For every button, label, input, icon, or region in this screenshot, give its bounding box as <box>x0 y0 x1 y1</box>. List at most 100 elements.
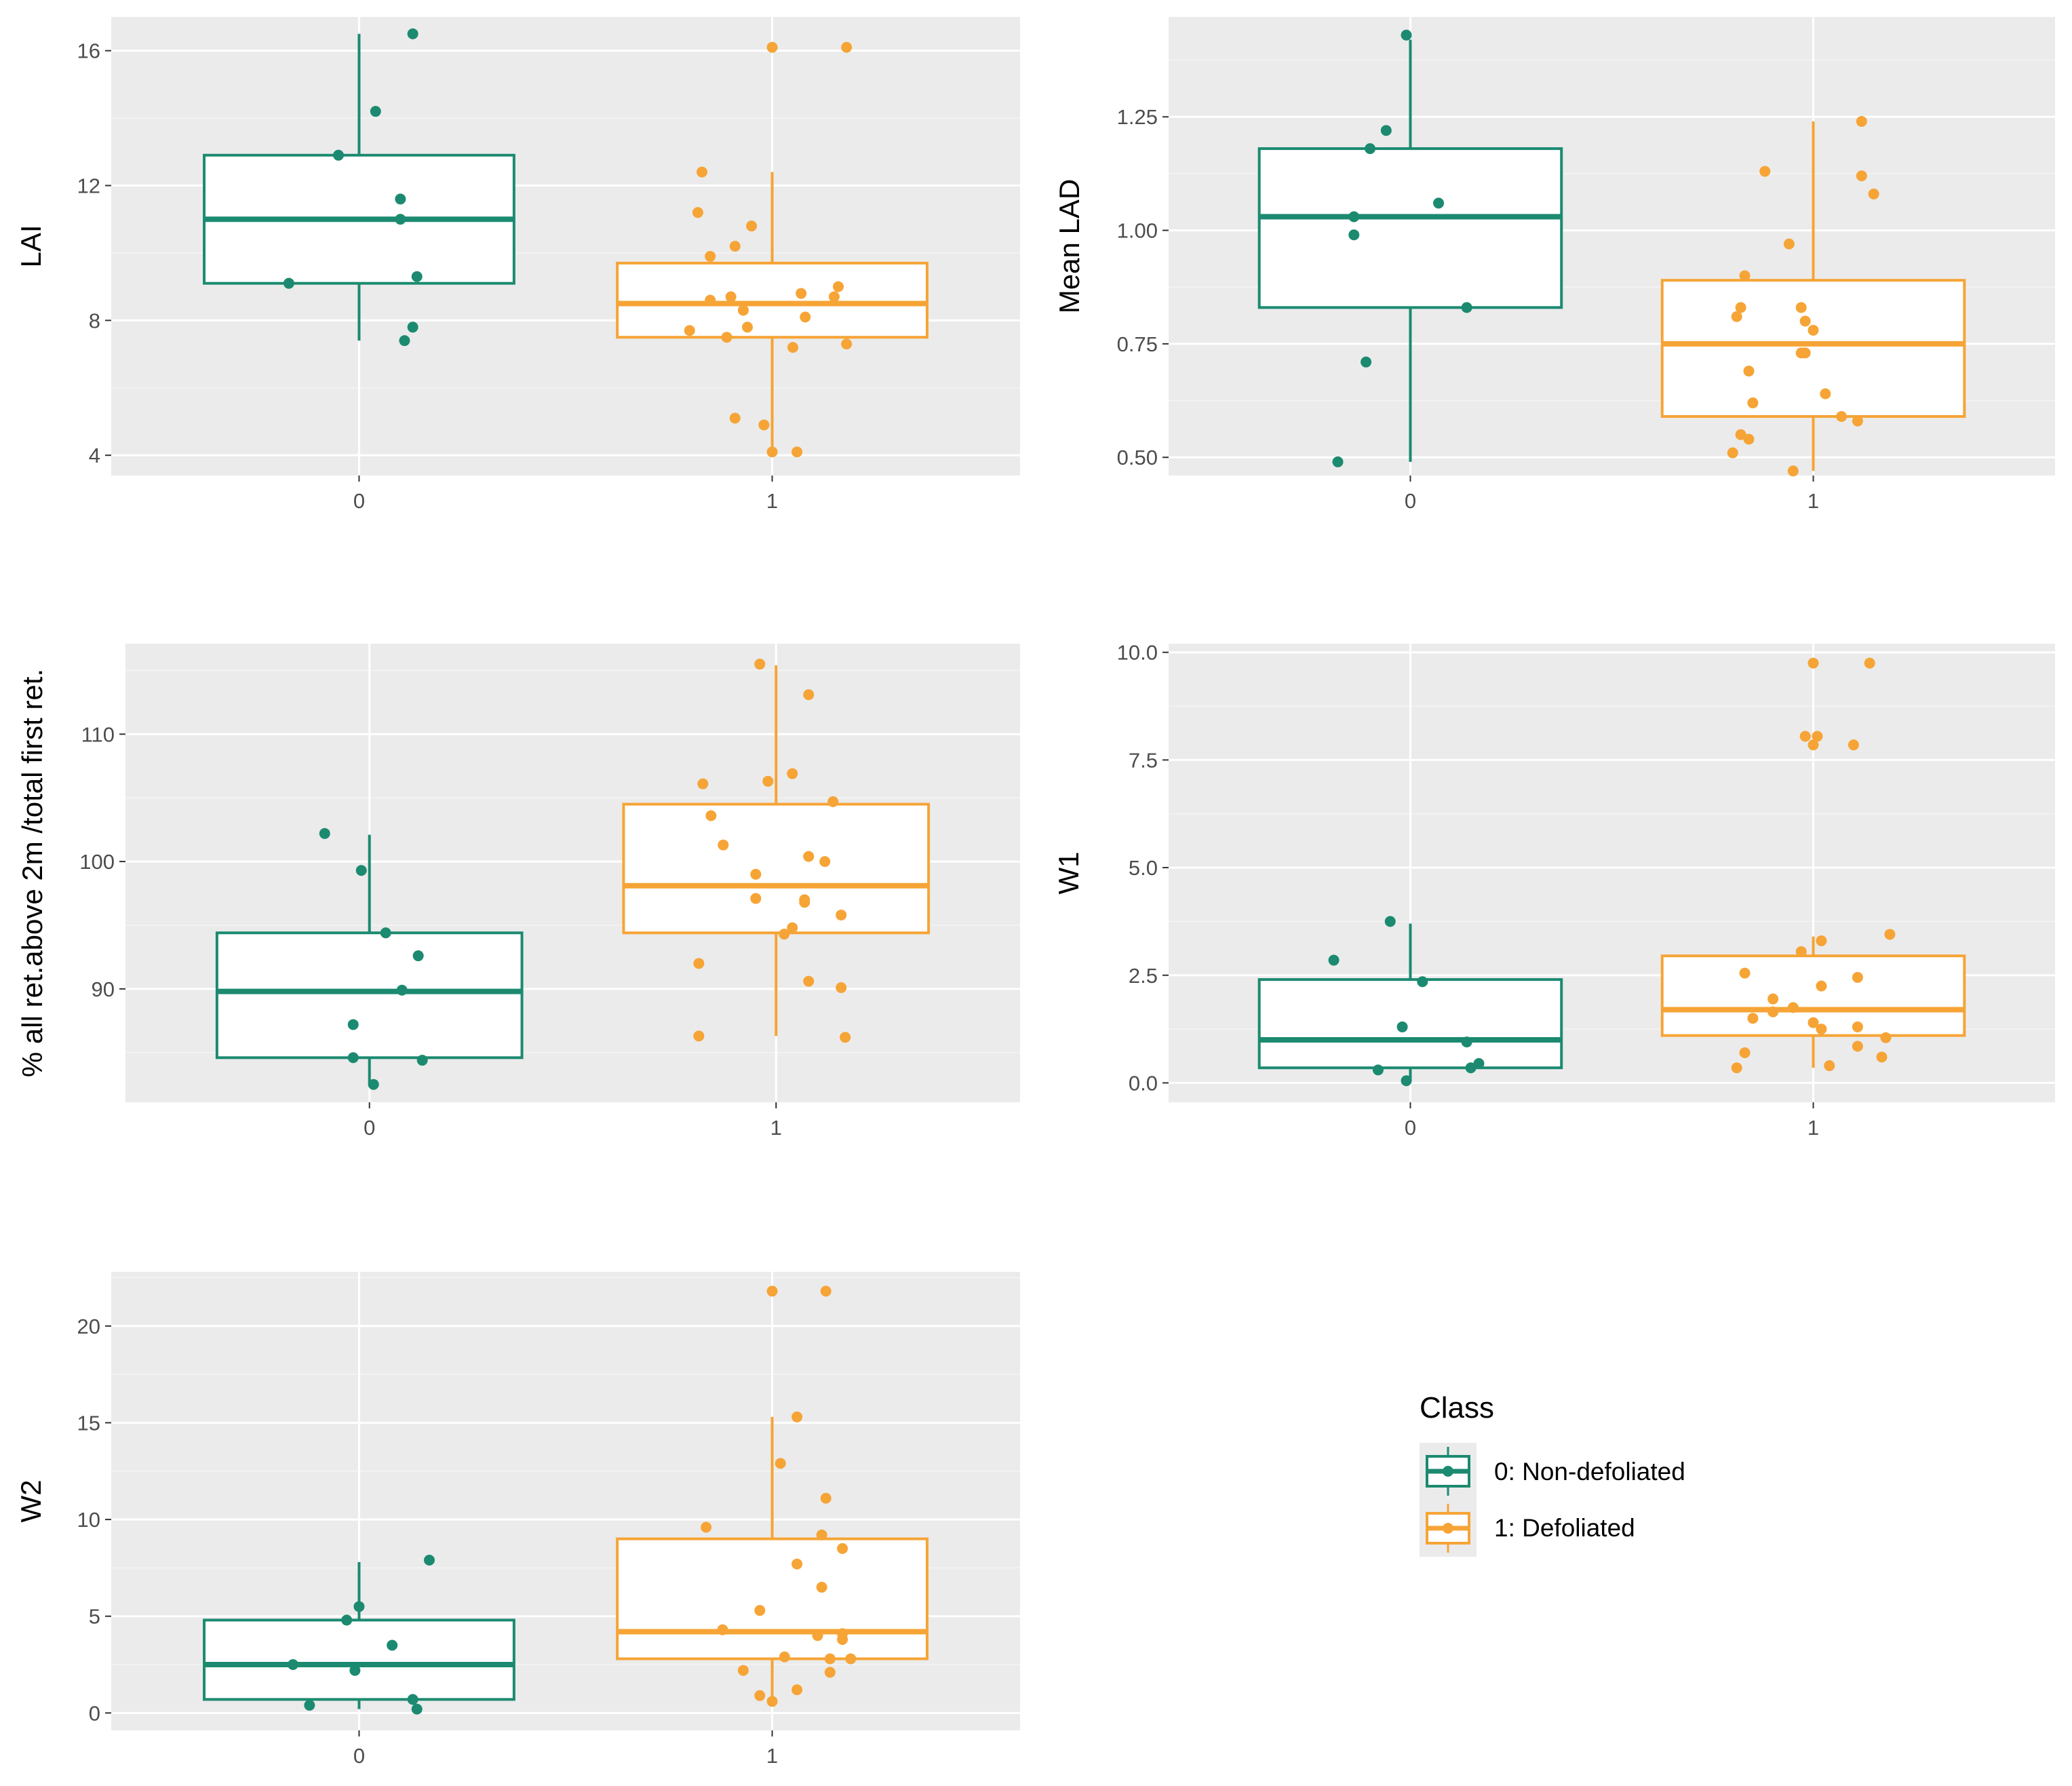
data-point-group-1 <box>1767 993 1779 1005</box>
data-point-group-1 <box>837 1542 848 1554</box>
data-point-group-1 <box>803 689 815 701</box>
data-point-group-1 <box>1852 971 1863 983</box>
data-point-group-1 <box>775 1458 786 1469</box>
data-point-group-1 <box>1812 731 1823 742</box>
data-point-group-1 <box>820 1285 832 1297</box>
data-point-group-0 <box>396 984 408 996</box>
data-point-group-0 <box>368 1079 379 1090</box>
data-point-group-0 <box>416 1055 428 1066</box>
data-point-group-1 <box>1856 115 1867 127</box>
data-point-group-1 <box>1807 1017 1819 1028</box>
y-axis-title: W1 <box>1053 852 1084 895</box>
data-point-group-1 <box>1876 1051 1888 1063</box>
data-point-group-1 <box>1880 1032 1892 1043</box>
data-point-group-0 <box>1365 143 1376 155</box>
boxplot-group-0 <box>1257 39 1563 462</box>
box-iqr <box>1257 978 1563 1070</box>
box-iqr <box>616 1537 929 1661</box>
y-axis-ticks: 90 100 110 <box>79 722 125 1001</box>
box-iqr <box>1660 279 1966 418</box>
data-point-group-1 <box>766 1696 778 1707</box>
data-point-group-0 <box>1361 356 1372 368</box>
y-tick-label: 20 <box>77 1315 100 1338</box>
x-tick-label: 0 <box>353 1744 365 1768</box>
data-point-group-0 <box>349 1665 361 1676</box>
data-point-group-1 <box>1807 739 1819 751</box>
y-tick-label: 10.0 <box>1117 641 1158 665</box>
x-tick-label: 1 <box>770 1116 782 1140</box>
data-point-group-0 <box>1461 1036 1472 1048</box>
y-tick-label: 100 <box>79 850 115 874</box>
boxplot-group-0 <box>215 834 524 1085</box>
data-point-group-1 <box>841 338 853 350</box>
data-point-group-1 <box>1864 657 1875 669</box>
box-iqr <box>215 931 524 1060</box>
y-axis-title: W2 <box>15 1480 47 1523</box>
data-point-group-1 <box>840 1032 851 1043</box>
data-point-group-0 <box>347 1052 359 1064</box>
data-point-group-0 <box>1465 1062 1477 1074</box>
data-point-group-1 <box>1795 347 1807 359</box>
data-point-group-0 <box>399 335 410 347</box>
data-point-group-0 <box>288 1659 298 1671</box>
y-axis-title: Mean LAD <box>1053 179 1085 313</box>
data-point-group-0 <box>1332 456 1344 467</box>
data-point-group-1 <box>1747 1013 1759 1024</box>
data-point-group-1 <box>684 325 695 336</box>
x-tick-label: 0 <box>353 489 365 513</box>
data-point-group-0 <box>353 1601 365 1612</box>
data-point-group-1 <box>836 982 847 993</box>
data-point-group-1 <box>1739 1047 1751 1059</box>
y-tick-label: 90 <box>92 977 115 1001</box>
y-axis-title: % all ret.above 2m /total first ret. <box>16 669 48 1077</box>
data-point-group-0 <box>411 271 423 282</box>
y-tick-label: 1.00 <box>1117 219 1158 243</box>
legend-label: 0: Non-defoliated <box>1494 1458 1685 1486</box>
data-point-group-1 <box>791 446 803 458</box>
data-point-group-1 <box>787 922 798 933</box>
y-tick-label: 0 <box>89 1701 100 1725</box>
data-point-group-0 <box>380 927 391 939</box>
data-point-group-0 <box>1401 29 1412 41</box>
data-points <box>319 659 851 1090</box>
data-point-group-1 <box>1824 1060 1835 1072</box>
y-tick-label: 0.75 <box>1117 332 1158 356</box>
legend-item-non-defoliated: 0: Non-defoliated <box>1420 1443 1685 1500</box>
data-point-group-1 <box>787 768 798 779</box>
data-point-group-1 <box>791 1558 803 1570</box>
data-point-group-1 <box>1731 311 1742 322</box>
data-point-group-1 <box>1739 270 1751 282</box>
legend-key-defoliated <box>1426 1504 1470 1553</box>
y-tick-label: 10 <box>77 1508 100 1532</box>
data-point-group-1 <box>766 446 778 458</box>
legend-title: Class <box>1420 1391 1494 1424</box>
data-point-group-1 <box>758 419 770 431</box>
legend-label: 1: Defoliated <box>1494 1514 1635 1542</box>
data-point-group-1 <box>779 929 790 940</box>
data-point-group-1 <box>1735 429 1746 440</box>
data-point-group-1 <box>796 288 807 299</box>
data-point-group-0 <box>319 828 330 839</box>
y-tick-label: 0.50 <box>1117 446 1158 469</box>
data-point-group-1 <box>1799 315 1811 327</box>
data-point-group-1 <box>812 1630 823 1642</box>
data-points <box>288 1285 857 1715</box>
data-point-group-1 <box>1852 1021 1863 1032</box>
boxplot-group-0 <box>1257 923 1563 1081</box>
data-point-group-1 <box>833 281 844 292</box>
data-point-group-0 <box>387 1639 398 1651</box>
boxplots <box>203 33 929 452</box>
box-iqr <box>622 802 931 935</box>
legend: Class 0: Non-defoliated 1: Defoliated <box>1420 1391 1685 1557</box>
data-point-group-1 <box>754 1605 766 1616</box>
data-point-group-1 <box>725 291 737 303</box>
boxplot-group-1 <box>616 1416 929 1704</box>
y-tick-label: 15 <box>77 1411 100 1435</box>
boxplot-group-1 <box>622 665 931 1036</box>
data-point-group-1 <box>1783 238 1795 250</box>
data-point-group-0 <box>1348 229 1360 241</box>
